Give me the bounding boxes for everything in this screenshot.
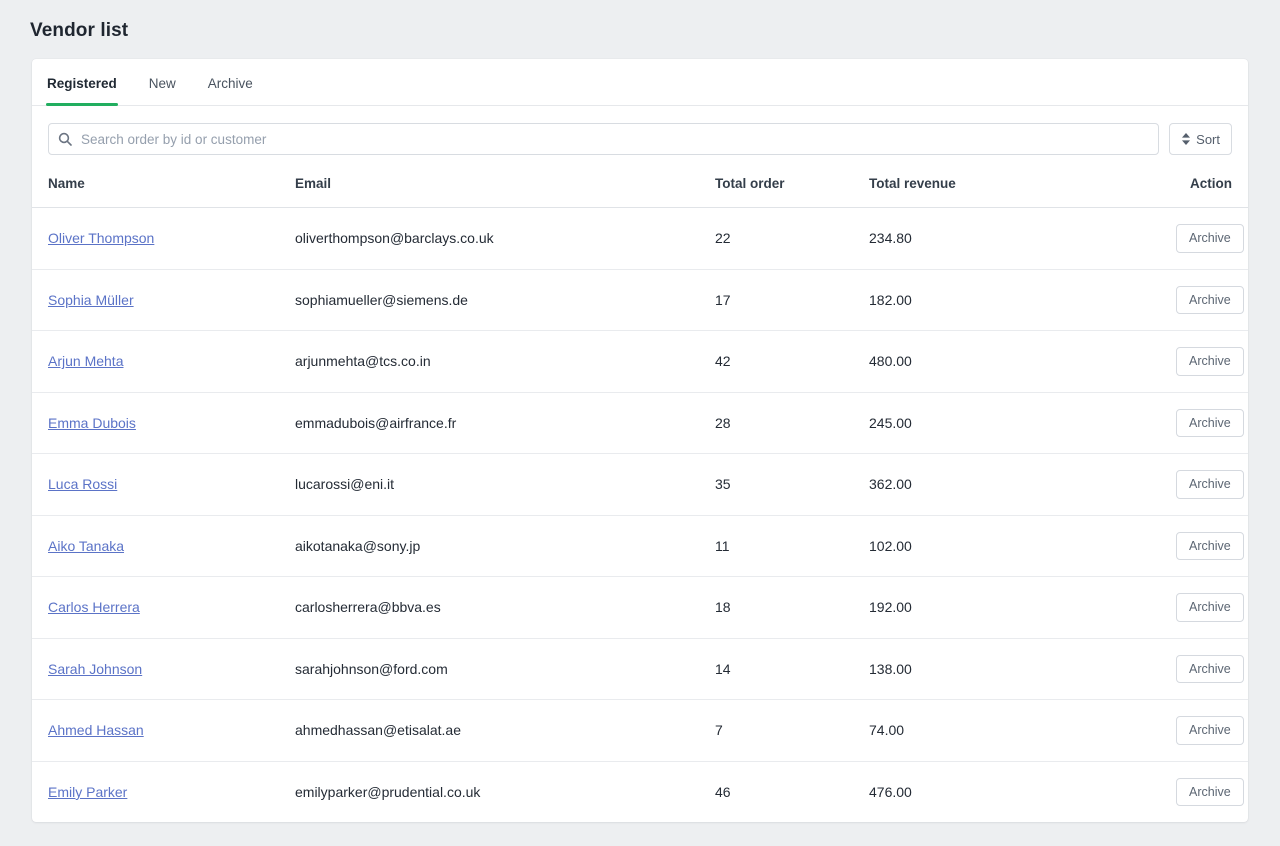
- vendor-name-link[interactable]: Emma Dubois: [48, 414, 136, 431]
- tab-bar: Registered New Archive: [32, 59, 1248, 106]
- vendor-name-link[interactable]: Sarah Johnson: [48, 660, 143, 677]
- vendor-name-link[interactable]: Carlos Herrera: [48, 599, 140, 616]
- search-input[interactable]: [48, 123, 1160, 155]
- vendor-total-revenue: 480.00: [853, 330, 1160, 392]
- vendor-total-revenue: 74.00: [853, 699, 1160, 761]
- vendor-total-revenue: 182.00: [853, 268, 1160, 331]
- vendor-email: arjunmehta@tcs.co.in: [279, 330, 699, 392]
- vendor-email: aikotanaka@sony.jp: [279, 514, 699, 577]
- vendor-total-order: 35: [699, 453, 853, 515]
- archive-button[interactable]: Archive: [1176, 654, 1244, 683]
- table-row: Luca Rossi lucarossi@eni.it 35 362.00 Ar…: [32, 453, 1248, 515]
- table-row: Arjun Mehta arjunmehta@tcs.co.in 42 480.…: [32, 330, 1248, 392]
- vendor-total-revenue: 138.00: [853, 637, 1160, 700]
- vendor-name-link[interactable]: Luca Rossi: [48, 476, 118, 493]
- vendor-total-revenue: 476.00: [853, 760, 1160, 822]
- column-header-total-revenue: Total revenue: [853, 155, 1160, 208]
- search-field-wrap: [48, 123, 1160, 155]
- vendor-email: emilyparker@prudential.co.uk: [279, 760, 699, 822]
- vendor-email: ahmedhassan@etisalat.ae: [279, 699, 699, 761]
- vendor-name-link[interactable]: Ahmed Hassan: [48, 722, 144, 739]
- vendor-total-order: 28: [699, 391, 853, 454]
- vendor-total-revenue: 102.00: [853, 514, 1160, 577]
- toolbar: Sort: [32, 106, 1248, 155]
- archive-button[interactable]: Archive: [1176, 716, 1244, 745]
- vendor-total-order: 22: [715, 230, 731, 247]
- vendor-total-revenue: 245.00: [853, 391, 1160, 454]
- vendor-total-order: 11: [699, 514, 853, 577]
- tab-new[interactable]: New: [148, 59, 177, 105]
- tab-registered[interactable]: Registered: [46, 59, 118, 106]
- table-row: Sarah Johnson sarahjohnson@ford.com 14 1…: [32, 637, 1248, 700]
- table-row: Aiko Tanaka aikotanaka@sony.jp 11 102.00…: [32, 514, 1248, 577]
- tab-archive[interactable]: Archive: [207, 59, 254, 105]
- vendor-email: lucarossi@eni.it: [279, 453, 699, 515]
- page-title: Vendor list: [30, 20, 129, 41]
- vendor-email: sophiamueller@siemens.de: [279, 268, 699, 331]
- vendor-name-link[interactable]: Sophia Müller: [48, 291, 134, 308]
- archive-button[interactable]: Archive: [1176, 777, 1244, 806]
- column-header-action: Action: [1160, 155, 1248, 208]
- vendor-email: sarahjohnson@ford.com: [279, 637, 699, 700]
- archive-button[interactable]: Archive: [1176, 224, 1244, 253]
- column-header-total-order: Total order: [699, 155, 853, 208]
- vendor-name-link[interactable]: Arjun Mehta: [48, 353, 124, 370]
- archive-button[interactable]: Archive: [1176, 593, 1244, 622]
- vendor-total-order: 18: [699, 576, 853, 638]
- column-header-name: Name: [32, 155, 279, 208]
- vendor-table-body: Oliver Thompson oliverthompson@barclays.…: [32, 208, 1248, 822]
- archive-button[interactable]: Archive: [1176, 408, 1244, 437]
- vendor-name-link[interactable]: Oliver Thompson: [48, 230, 155, 247]
- vendor-table-head: Name Email Total order Total revenue Act…: [32, 155, 1248, 208]
- sort-button[interactable]: Sort: [1169, 123, 1232, 155]
- table-row: Sophia Müller sophiamueller@siemens.de 1…: [32, 268, 1248, 331]
- vendor-name-link[interactable]: Aiko Tanaka: [48, 537, 125, 554]
- vendor-total-order: 46: [699, 760, 853, 822]
- archive-button[interactable]: Archive: [1176, 285, 1244, 314]
- table-row: Emma Dubois emmadubois@airfrance.fr 28 2…: [32, 391, 1248, 454]
- vendor-total-order: 14: [699, 637, 853, 700]
- archive-button[interactable]: Archive: [1176, 470, 1244, 499]
- vendor-total-revenue: 234.80: [869, 230, 912, 247]
- table-row: Emily Parker emilyparker@prudential.co.u…: [32, 760, 1248, 822]
- vendor-email: oliverthompson@barclays.co.uk: [295, 230, 494, 247]
- table-row: Carlos Herrera carlosherrera@bbva.es 18 …: [32, 576, 1248, 638]
- archive-button[interactable]: Archive: [1176, 347, 1244, 376]
- vendor-total-order: 17: [699, 268, 853, 331]
- table-row: Ahmed Hassan ahmedhassan@etisalat.ae 7 7…: [32, 699, 1248, 761]
- table-row: Oliver Thompson oliverthompson@barclays.…: [32, 208, 1248, 270]
- vendor-email: emmadubois@airfrance.fr: [279, 391, 699, 454]
- vendor-name-link[interactable]: Emily Parker: [48, 783, 128, 800]
- archive-button[interactable]: Archive: [1176, 531, 1244, 560]
- sort-button-label: Sort: [1196, 131, 1220, 147]
- vendor-total-order: 42: [699, 330, 853, 392]
- vendor-total-revenue: 192.00: [853, 576, 1160, 638]
- vendor-total-revenue: 362.00: [853, 453, 1160, 515]
- vendor-table: Name Email Total order Total revenue Act…: [32, 155, 1248, 822]
- column-header-email: Email: [279, 155, 699, 208]
- sort-arrows-icon: [1181, 133, 1191, 145]
- vendor-total-order: 7: [699, 699, 853, 761]
- vendor-email: carlosherrera@bbva.es: [279, 576, 699, 638]
- vendor-card: Registered New Archive: [32, 59, 1248, 822]
